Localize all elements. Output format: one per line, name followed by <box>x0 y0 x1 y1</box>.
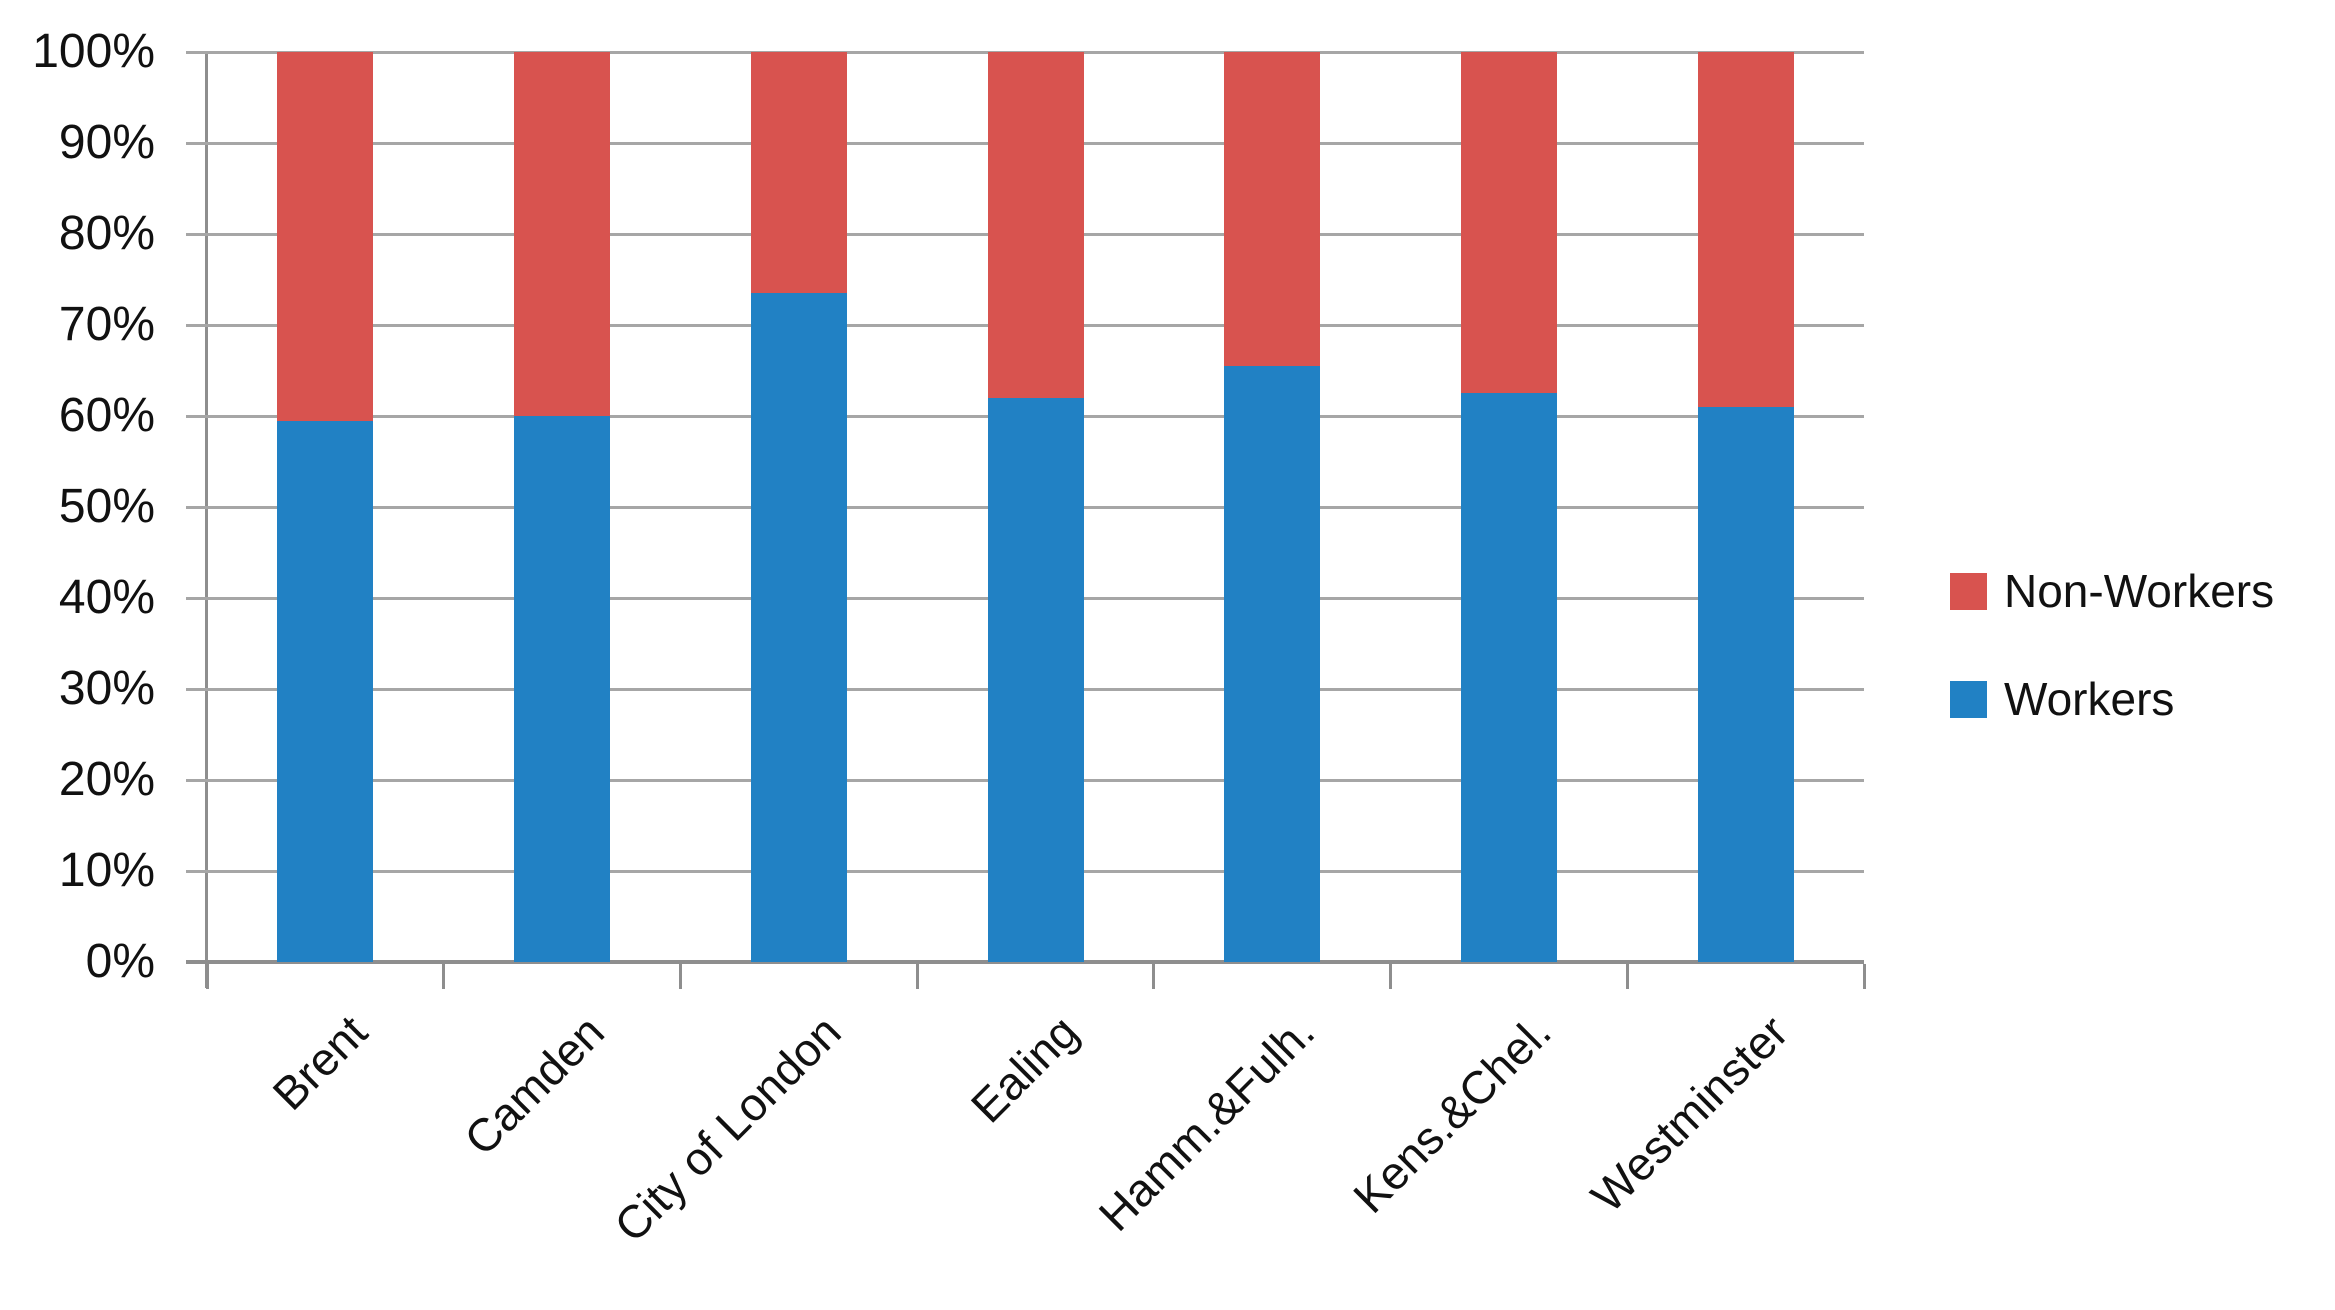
bar-segment-non-workers <box>1224 52 1321 366</box>
legend-label-non-workers: Non-Workers <box>2004 565 2275 617</box>
bar-segment-workers <box>1460 393 1557 962</box>
bar-segment-non-workers <box>514 52 611 416</box>
y-axis-line <box>205 52 208 988</box>
y-tick-label-70%: 70% <box>58 298 155 351</box>
y-tick-label-80%: 80% <box>58 207 155 260</box>
legend-swatch-non-workers <box>1950 572 1987 610</box>
bar-hamm-fulh <box>1224 52 1321 962</box>
bar-segment-non-workers <box>987 52 1084 398</box>
y-tick-label-90%: 90% <box>58 116 155 169</box>
x-category-label: Westminster <box>1580 1005 1798 1223</box>
bar-segment-workers <box>514 416 611 962</box>
y-axis-tick-labels: 0% 10% 20% 30% 40% 50% 60% 70% 80% 90% 100% <box>0 25 155 988</box>
bar-segment-non-workers <box>750 52 847 294</box>
x-category-label: Hamm.&Fulh. <box>1088 1005 1325 1241</box>
legend-swatch-workers <box>1950 680 1987 718</box>
gridline-0 <box>186 960 1864 964</box>
x-axis-tick <box>678 964 682 989</box>
bar-segment-non-workers <box>1460 52 1557 394</box>
x-category-label: City of London <box>604 1005 851 1252</box>
legend: Non-Workers Workers <box>1950 563 2274 727</box>
x-category-label: Brent <box>262 1005 378 1120</box>
legend-item-workers: Workers <box>1950 671 2274 727</box>
bar-ealing <box>987 52 1084 962</box>
y-tick-label-50%: 50% <box>58 480 155 533</box>
x-axis-tick <box>1389 964 1393 989</box>
bar-segment-non-workers <box>1697 52 1794 407</box>
bar-segment-workers <box>1697 406 1794 962</box>
y-tick-label-0%: 0% <box>85 935 155 988</box>
y-tick-label-20%: 20% <box>58 753 155 806</box>
y-tick-label-10%: 10% <box>58 844 155 897</box>
x-category-label: Camden <box>454 1005 615 1166</box>
plot-area <box>186 50 1866 989</box>
x-axis-tick <box>205 964 209 989</box>
x-axis-tick <box>442 964 446 989</box>
x-axis-tick <box>915 964 919 989</box>
x-category-label: Ealing <box>960 1005 1088 1133</box>
bar-segment-non-workers <box>277 52 374 421</box>
bar-kens-chel <box>1460 52 1557 962</box>
bar-camden <box>514 52 611 962</box>
x-axis-tick <box>1152 964 1156 989</box>
bar-brent <box>277 52 374 962</box>
x-axis-tick <box>1625 964 1629 989</box>
bar-westminster <box>1697 52 1794 962</box>
x-category-label: Kens.&Chel. <box>1343 1005 1561 1223</box>
legend-label-workers: Workers <box>2004 673 2175 725</box>
y-tick-label-60%: 60% <box>58 389 155 442</box>
y-tick-label-30%: 30% <box>58 662 155 715</box>
y-tick-label-100%: 100% <box>32 25 155 78</box>
bar-segment-workers <box>750 293 847 962</box>
bar-segment-workers <box>1224 365 1321 962</box>
y-tick-label-40%: 40% <box>58 571 155 624</box>
legend-item-non-workers: Non-Workers <box>1950 563 2274 619</box>
bar-city-of-london <box>750 52 847 962</box>
x-axis-tick <box>1862 964 1866 989</box>
bar-segment-workers <box>277 420 374 962</box>
bar-segment-workers <box>987 397 1084 962</box>
